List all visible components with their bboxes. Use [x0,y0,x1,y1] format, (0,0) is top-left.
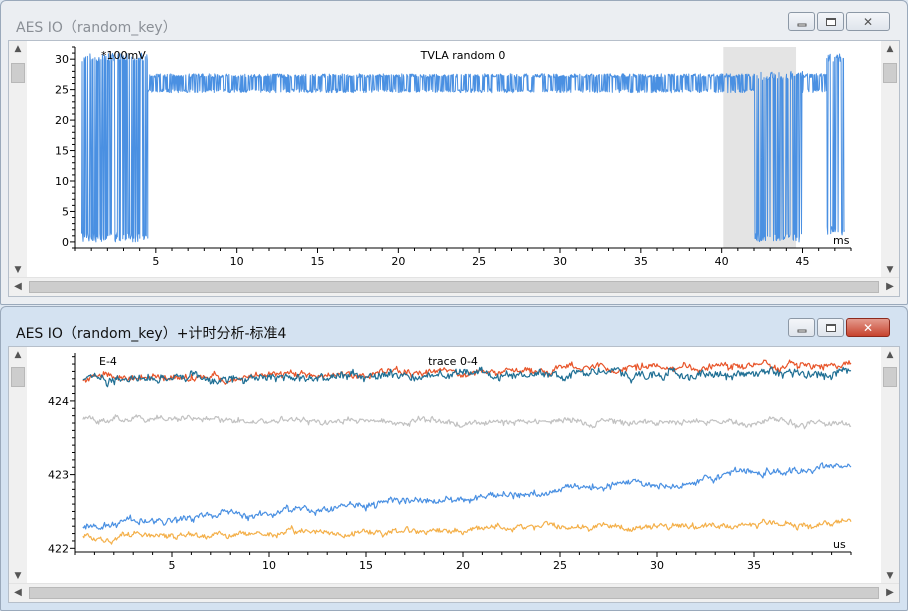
scroll-down-arrow[interactable]: ▼ [886,571,894,581]
close-button[interactable]: ✕ [846,12,890,31]
x-tick-label: 10 [230,255,244,268]
y-tick-label: 15 [55,145,69,158]
y-tick-label: 422 [48,542,69,555]
scroll-down-arrow[interactable]: ▼ [886,265,894,275]
minimize-button[interactable] [788,318,815,337]
scroll-up-arrow[interactable]: ▲ [14,350,22,360]
y-tick-label: 20 [55,114,69,127]
scroll-down-arrow[interactable]: ▼ [14,265,22,275]
y-tick-label: 424 [48,395,69,408]
scroll-thumb[interactable] [883,63,897,83]
series-line-3 [82,462,852,530]
maximize-icon [825,17,836,26]
scroll-thumb[interactable] [29,587,879,599]
minimize-icon [797,329,806,332]
x-tick-label: 30 [553,255,567,268]
scroll-thumb[interactable] [29,281,879,293]
series-line-4 [82,518,852,545]
series-line-0 [82,359,852,385]
y-tick-label: 0 [62,236,69,249]
x-tick-label: 5 [152,255,159,268]
x-tick-label: 30 [650,559,664,572]
scroll-thumb[interactable] [883,367,897,387]
window-title: AES IO（random_key） [16,20,177,36]
window-title: AES IO（random_key）+计时分析-标准4 [16,326,287,342]
right-vertical-scrollbar[interactable]: ▲ ▼ [881,41,899,278]
y-tick-label: 25 [55,84,69,97]
scroll-down-arrow[interactable]: ▼ [14,571,22,581]
x-tick-label: 15 [359,559,373,572]
x-axis-unit: us [833,538,846,551]
x-tick-label: 20 [391,255,405,268]
scroll-thumb[interactable] [11,367,25,387]
y-tick-label: 423 [48,469,69,482]
scroll-thumb[interactable] [11,63,25,83]
x-tick-label: 25 [553,559,567,572]
x-tick-label: 25 [472,255,486,268]
x-tick-label: 15 [311,255,325,268]
y-tick-label: 30 [55,53,69,66]
maximize-icon [825,323,836,332]
window-controls: ✕ [786,12,890,33]
x-axis-unit: ms [833,234,850,247]
x-tick-label: 45 [796,255,810,268]
x-tick-label: 40 [715,255,729,268]
close-icon: ✕ [862,320,874,335]
line-chart: 5 10 15 20 25 30 35 40 45 0 5 10 15 20 25 30 TVLA random… [55,46,852,268]
x-tick-label: 35 [747,559,761,572]
plot-area: ▲ ▼ 5 10 15 20 25 30 35 40 45 0 5 10 15 20 25 30 TVLA ra… [8,40,900,297]
y-tick-label: 10 [55,175,69,188]
chart-title: TVLA random 0 [420,49,506,62]
maximize-button[interactable] [817,12,844,31]
chart-title: trace 0-4 [428,355,478,368]
scroll-right-arrow[interactable]: ▶ [886,281,894,292]
scroll-left-arrow[interactable]: ◀ [14,281,22,292]
window-aes-io: AES IO（random_key） ✕ ▲ ▼ 5 10 15 20 25 30 35 40… [0,0,908,305]
series-line-1 [82,366,852,388]
left-vertical-scrollbar[interactable]: ▲ ▼ [9,41,27,278]
y-axis-unit: *100mV [101,49,146,62]
window-timing-analysis: AES IO（random_key）+计时分析-标准4 ✕ ▲ ▼ 5 10 15 2… [0,306,908,611]
y-tick-label: 5 [62,205,69,218]
scroll-up-arrow[interactable]: ▲ [886,44,894,54]
horizontal-scrollbar[interactable]: ◀ ▶ [9,277,899,296]
horizontal-scrollbar[interactable]: ◀ ▶ [9,583,899,602]
scroll-up-arrow[interactable]: ▲ [14,44,22,54]
line-chart: 5 10 15 20 25 30 35 422 423 424 trace 0-4 E-4 us [48,353,852,572]
series-line-2 [82,414,852,430]
plot-area: ▲ ▼ 5 10 15 20 25 30 35 422 423 424 trace 0-4 E-4 us… [8,346,900,603]
maximize-button[interactable] [817,318,844,337]
scroll-up-arrow[interactable]: ▲ [886,350,894,360]
minimize-icon [797,23,806,26]
close-icon: ✕ [862,14,874,29]
series-line-0 [81,52,845,243]
x-tick-label: 35 [634,255,648,268]
scroll-right-arrow[interactable]: ▶ [886,587,894,598]
scroll-left-arrow[interactable]: ◀ [14,587,22,598]
minimize-button[interactable] [788,12,815,31]
y-axis-unit: E-4 [99,355,117,368]
x-tick-label: 5 [169,559,176,572]
window-controls: ✕ [786,318,890,339]
x-tick-label: 20 [456,559,470,572]
close-button[interactable]: ✕ [846,318,890,337]
right-vertical-scrollbar[interactable]: ▲ ▼ [881,347,899,584]
left-vertical-scrollbar[interactable]: ▲ ▼ [9,347,27,584]
x-tick-label: 10 [262,559,276,572]
